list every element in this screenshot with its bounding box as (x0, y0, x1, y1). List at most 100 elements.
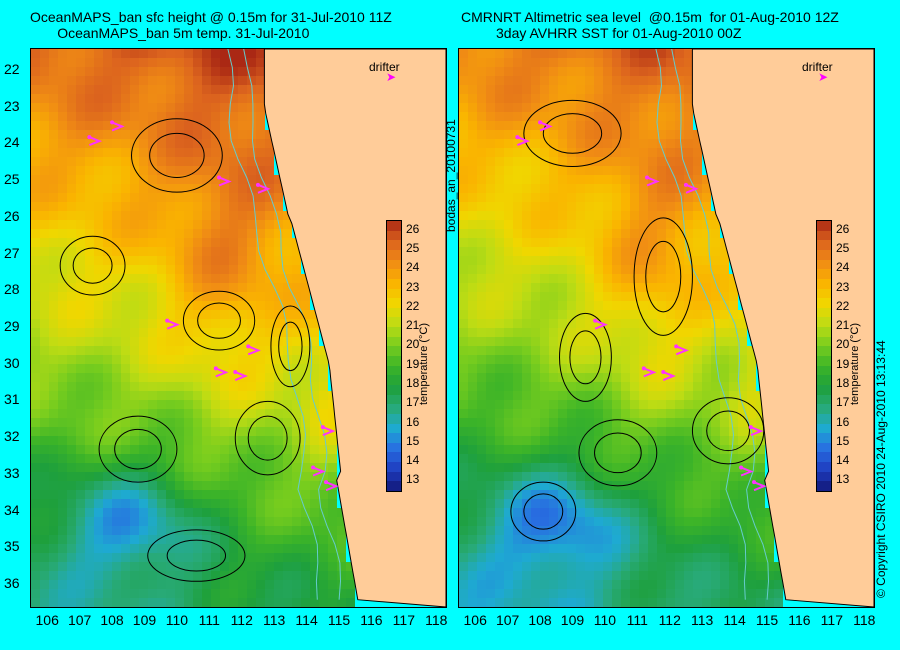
colorbar-tick-label: 18 (836, 375, 850, 390)
x-tick-label: 108 (528, 612, 552, 628)
colorbar-segment (387, 240, 401, 251)
x-tick-label: 109 (132, 612, 157, 628)
right-colorbar (816, 220, 832, 492)
colorbar-segment (387, 356, 401, 367)
colorbar-segment (817, 221, 831, 232)
colorbar-segment (817, 471, 831, 482)
x-tick-label: 118 (853, 612, 876, 628)
colorbar-segment (387, 327, 401, 338)
right-ssh-contour (578, 419, 658, 487)
colorbar-segment (817, 452, 831, 463)
y-tick-label: 36 (4, 574, 20, 591)
right-colorbar-label: temperature (°C) (849, 322, 861, 405)
colorbar-segment (387, 278, 401, 289)
left-ssh-contour (197, 302, 241, 339)
x-tick-label: 112 (658, 612, 681, 628)
x-tick-label: 115 (327, 612, 351, 628)
left-ssh-contour (149, 132, 205, 178)
right-drifter-point-3 (683, 182, 688, 187)
colorbar-segment (387, 288, 401, 299)
colorbar-segment (817, 336, 831, 347)
colorbar-segment (387, 221, 401, 232)
x-tick-label: 116 (788, 612, 811, 628)
left-drifter-point-7 (320, 425, 325, 430)
x-tick-label: 110 (593, 612, 617, 628)
colorbar-segment (387, 413, 401, 424)
right-ssh-contour (645, 240, 682, 313)
right-isobaths (655, 49, 770, 600)
left-drifter-point-4 (246, 344, 251, 349)
right-ssh-contour (523, 99, 622, 167)
left-drifter-point-10 (165, 318, 170, 323)
right-drifter-point-8 (739, 465, 744, 470)
left-ssh-contour (234, 400, 301, 476)
colorbar-segment (387, 336, 401, 347)
colorbar-tick-label: 26 (836, 221, 850, 236)
left-ssh-contour (270, 305, 311, 388)
left-drifter-point-3 (255, 182, 260, 187)
right-ssh-contour (594, 432, 642, 474)
left-drifter-point-0 (87, 135, 92, 140)
left-drifter-point-5 (213, 366, 218, 371)
y-tick-label: 30 (4, 354, 20, 371)
colorbar-segment (387, 442, 401, 453)
right-ssh-contour (569, 330, 602, 385)
colorbar-segment (817, 413, 831, 424)
colorbar-segment (817, 346, 831, 357)
right-drifter-legend-label: drifter (802, 60, 833, 74)
left-ssh-contour (59, 235, 126, 296)
colorbar-segment (387, 462, 401, 473)
colorbar-tick-label: 15 (406, 433, 420, 448)
left-sst-map (31, 49, 446, 607)
colorbar-tick-label: 15 (836, 433, 850, 448)
colorbar-segment (817, 327, 831, 338)
colorbar-segment (817, 240, 831, 251)
colorbar-segment (817, 384, 831, 396)
colorbar-segment (387, 471, 401, 482)
colorbar-tick-label: 16 (406, 414, 420, 429)
colorbar-segment (817, 307, 831, 318)
x-tick-label: 113 (690, 612, 714, 628)
right-ssh-contour (523, 493, 564, 530)
colorbar-segment (817, 249, 831, 261)
right-drifter-point-2 (645, 175, 650, 180)
x-tick-label: 112 (230, 612, 253, 628)
left-ssh-contour (182, 290, 256, 351)
y-tick-label: 28 (4, 281, 20, 298)
right-ssh-contour (559, 312, 612, 402)
colorbar-tick-label: 17 (406, 395, 420, 410)
left-ssh-contour (147, 529, 246, 582)
y-tick-label: 34 (4, 501, 20, 518)
colorbar-segment (387, 298, 401, 309)
y-tick-label: 26 (4, 207, 20, 224)
left-drifter-legend-arrow-icon: ➤ (386, 70, 397, 84)
left-drifter-point-6 (233, 370, 238, 375)
right-ssh-contour (706, 410, 750, 452)
y-tick-label: 35 (4, 538, 20, 555)
colorbar-segment (817, 317, 831, 328)
x-tick-label: 107 (495, 612, 520, 628)
right-drifter-point-10 (593, 318, 598, 323)
colorbar-segment (817, 365, 831, 376)
colorbar-tick-label: 22 (406, 298, 420, 313)
y-tick-label: 25 (4, 171, 20, 188)
right-drifter-point-0 (515, 135, 520, 140)
colorbar-segment (817, 394, 831, 405)
colorbar-tick-label: 25 (836, 240, 850, 255)
colorbar-segment (817, 278, 831, 289)
left-panel-title-line1: OceanMAPS_ban sfc height @ 0.15m for 31-… (30, 9, 392, 25)
right-panel-title-line1: CMRNRT Altimetric sea level @0.15m for 0… (461, 9, 839, 25)
colorbar-tick-label: 20 (406, 337, 420, 352)
colorbar-segment (387, 346, 401, 357)
y-tick-label: 33 (4, 464, 20, 481)
y-tick-label: 29 (4, 318, 20, 334)
colorbar-segment (387, 375, 401, 386)
left-ssh-contour (72, 247, 113, 284)
left-ssh-contour (98, 415, 178, 483)
colorbar-segment (387, 384, 401, 396)
x-tick-label: 117 (392, 612, 415, 628)
y-tick-label: 31 (4, 391, 20, 408)
colorbar-tick-label: 21 (406, 318, 420, 333)
colorbar-segment (817, 423, 831, 434)
right-ssh-contour (510, 481, 577, 542)
